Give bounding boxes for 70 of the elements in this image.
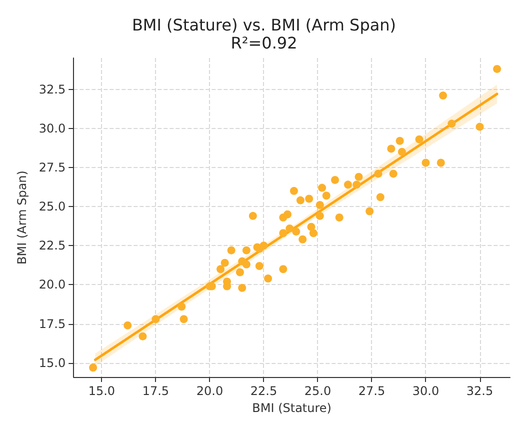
point <box>286 224 294 232</box>
x-axis-title: BMI (Stature) <box>252 400 332 415</box>
point <box>422 158 430 167</box>
x-tick-label: 30.0 <box>412 384 440 398</box>
x-tick-label: 25.0 <box>304 384 332 398</box>
point <box>305 194 314 203</box>
point <box>335 214 344 222</box>
y-tick-label: 32.5 <box>38 82 66 96</box>
point <box>178 302 186 311</box>
point <box>138 332 147 340</box>
x-tick-label: 15.0 <box>88 384 116 398</box>
y-tick-label: 20.0 <box>38 278 66 292</box>
point <box>439 92 448 100</box>
point <box>331 176 340 184</box>
point <box>283 210 292 218</box>
point <box>366 207 374 216</box>
point <box>152 315 160 324</box>
point <box>292 228 300 236</box>
point <box>376 193 384 202</box>
point <box>354 172 363 181</box>
point <box>296 196 304 204</box>
point <box>236 268 244 276</box>
point <box>398 148 406 156</box>
point <box>396 136 404 145</box>
point <box>448 120 456 128</box>
point <box>242 260 250 268</box>
point <box>344 180 352 189</box>
y-tick-label: 30.0 <box>38 121 66 136</box>
point <box>279 265 288 274</box>
y-tick-label: 15.0 <box>38 356 66 370</box>
x-tick-label: 17.5 <box>142 384 170 398</box>
point <box>309 229 318 238</box>
point <box>260 242 268 250</box>
y-tick-label: 17.5 <box>38 316 66 331</box>
point <box>279 229 288 238</box>
chart-title: BMI (Stature) vs. BMI (Arm Span) <box>132 16 396 34</box>
point <box>318 184 326 192</box>
point <box>89 364 98 372</box>
point <box>389 170 398 178</box>
x-tick-label: 22.5 <box>250 384 278 398</box>
point <box>220 258 229 267</box>
point <box>248 212 257 220</box>
point <box>124 321 132 330</box>
point <box>216 265 225 274</box>
point <box>298 235 307 244</box>
y-tick-label: 25.0 <box>38 200 66 214</box>
y-axis-title: BMI (Arm Span) <box>15 170 29 264</box>
point <box>238 284 246 292</box>
point <box>316 212 324 220</box>
point <box>415 135 424 144</box>
point <box>322 192 330 200</box>
point <box>316 200 324 209</box>
y-tick-label: 22.5 <box>38 238 66 253</box>
point <box>493 64 502 73</box>
point <box>387 144 396 153</box>
x-tick-label: 20.0 <box>196 384 224 398</box>
point <box>352 180 361 189</box>
point <box>255 262 264 270</box>
point <box>264 274 272 282</box>
point <box>436 158 445 167</box>
x-tick-label: 27.5 <box>358 384 386 398</box>
point <box>476 122 484 131</box>
point <box>227 246 236 254</box>
y-tick-label: 27.5 <box>38 160 66 174</box>
point <box>290 186 298 195</box>
chart-subtitle: R²=0.92 <box>230 34 298 52</box>
point <box>374 170 382 178</box>
x-tick-label: 32.5 <box>466 384 494 398</box>
point <box>180 315 188 324</box>
point <box>242 246 250 254</box>
